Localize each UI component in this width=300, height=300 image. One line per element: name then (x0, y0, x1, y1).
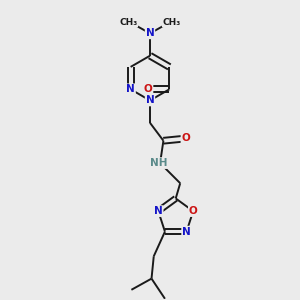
Text: N: N (146, 95, 154, 106)
Text: O: O (182, 134, 190, 143)
Text: N: N (182, 226, 191, 237)
Text: N: N (154, 206, 163, 216)
Text: O: O (189, 206, 197, 216)
Text: CH₃: CH₃ (119, 18, 137, 27)
Text: O: O (144, 84, 152, 94)
Text: NH: NH (150, 158, 167, 168)
Text: N: N (126, 84, 135, 94)
Text: N: N (146, 28, 154, 38)
Text: CH₃: CH₃ (163, 18, 181, 27)
